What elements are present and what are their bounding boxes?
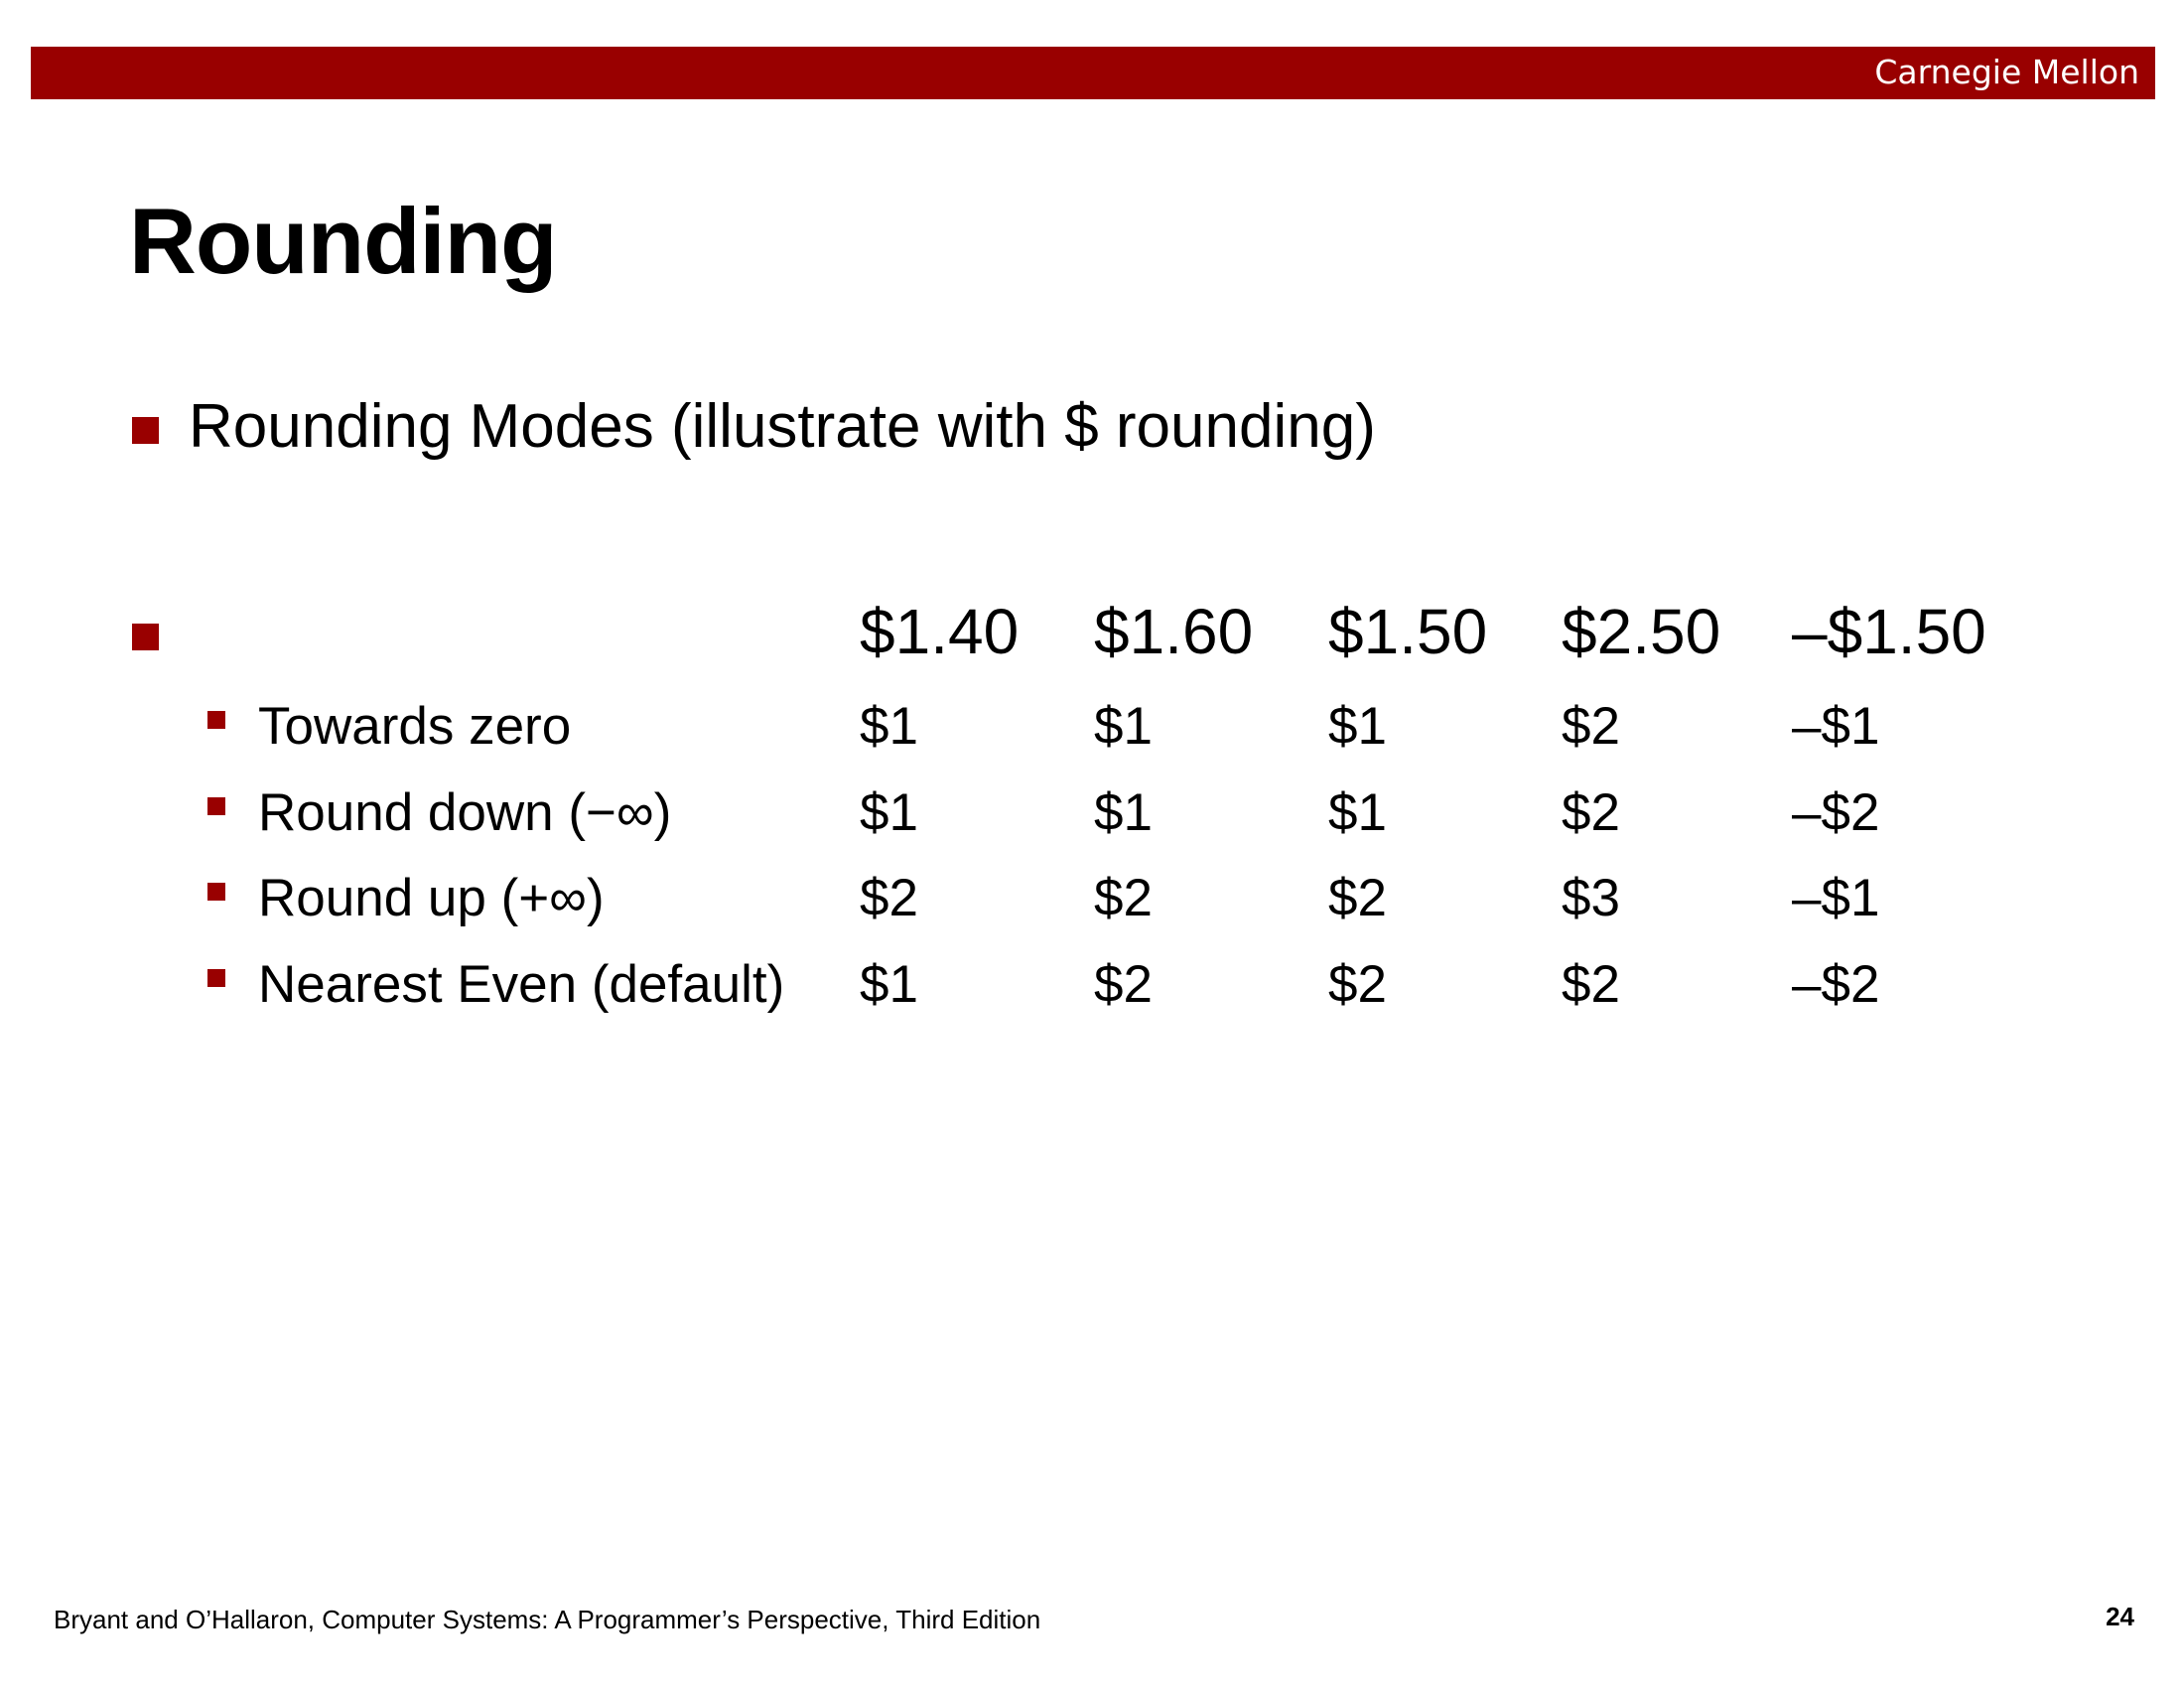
column-header: $1.40 bbox=[860, 596, 1020, 667]
table-cell: $2 bbox=[1328, 955, 1387, 1014]
row-label: Round down (−∞) bbox=[258, 783, 672, 842]
table-cell: –$1 bbox=[1792, 697, 1880, 756]
row-label: Towards zero bbox=[258, 697, 572, 756]
table-cell: $1 bbox=[860, 697, 918, 756]
table-cell: –$2 bbox=[1792, 783, 1880, 842]
table-cell: $1 bbox=[1328, 783, 1387, 842]
sub-bullet-square-icon bbox=[207, 797, 225, 815]
column-header: –$1.50 bbox=[1792, 596, 1986, 667]
header-banner: Carnegie Mellon bbox=[31, 47, 2155, 99]
table-cell: $2 bbox=[1328, 869, 1387, 927]
bullet-square-icon bbox=[132, 417, 159, 444]
footer-citation: Bryant and O’Hallaron, Computer Systems:… bbox=[54, 1605, 1041, 1634]
table-cell: $2 bbox=[1562, 955, 1620, 1014]
table-cell: $1 bbox=[1094, 783, 1153, 842]
column-header: $2.50 bbox=[1562, 596, 1721, 667]
table-cell: $1 bbox=[860, 955, 918, 1014]
brand-label: Carnegie Mellon bbox=[1874, 53, 2139, 91]
sub-bullet-square-icon bbox=[207, 969, 225, 987]
table-cell: $2 bbox=[860, 869, 918, 927]
table-cell: –$1 bbox=[1792, 869, 1880, 927]
table-cell: $2 bbox=[1562, 783, 1620, 842]
table-cell: –$2 bbox=[1792, 955, 1880, 1014]
table-cell: $2 bbox=[1562, 697, 1620, 756]
row-label: Nearest Even (default) bbox=[258, 955, 785, 1014]
sub-bullet-square-icon bbox=[207, 883, 225, 901]
table-cell: $2 bbox=[1094, 869, 1153, 927]
table-cell: $1 bbox=[1094, 697, 1153, 756]
slide-title: Rounding bbox=[129, 189, 558, 293]
table-cell: $2 bbox=[1094, 955, 1153, 1014]
sub-bullet-square-icon bbox=[207, 711, 225, 729]
bullet-square-icon bbox=[132, 624, 159, 650]
table-cell: $3 bbox=[1562, 869, 1620, 927]
column-header: $1.60 bbox=[1094, 596, 1254, 667]
table-cell: $1 bbox=[860, 783, 918, 842]
page-number: 24 bbox=[2106, 1602, 2134, 1631]
bullet-rounding-modes: Rounding Modes (illustrate with $ roundi… bbox=[189, 392, 1376, 461]
row-label: Round up (+∞) bbox=[258, 869, 605, 927]
column-header: $1.50 bbox=[1328, 596, 1488, 667]
table-cell: $1 bbox=[1328, 697, 1387, 756]
